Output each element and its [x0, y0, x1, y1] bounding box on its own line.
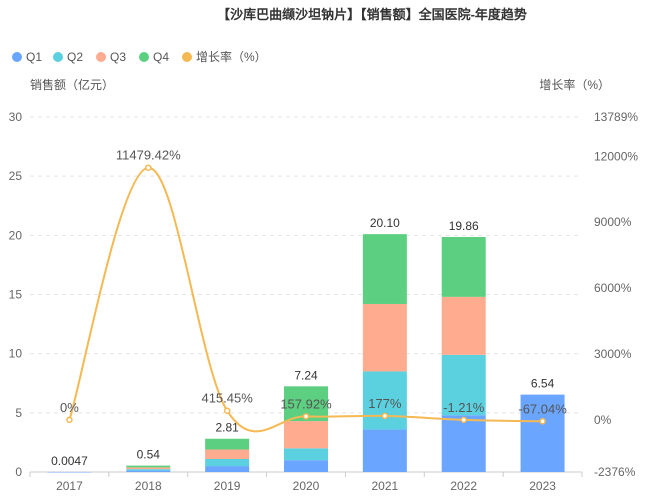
bar-Q3-2020 — [284, 421, 328, 449]
bar-Q1-2017 — [47, 471, 92, 473]
grid-lines — [30, 116, 582, 473]
left-tick-6: 30 — [9, 110, 23, 124]
right-tick-0: -2376% — [594, 465, 636, 479]
x-tick-6: 2023 — [529, 479, 556, 493]
bar-Q1-2018 — [126, 470, 171, 472]
growth-point-2020 — [302, 413, 310, 420]
legend-label-4: 增长率（%） — [196, 49, 267, 64]
bar-Q2-2021 — [362, 371, 407, 430]
left-tick-4: 20 — [9, 228, 23, 242]
growth-point-2017 — [66, 416, 73, 424]
bar-Q1-2023 — [520, 394, 565, 472]
x-tick-3: 2020 — [293, 479, 320, 493]
left-axis-name: 销售额（亿元） — [30, 77, 114, 92]
left-tick-5: 25 — [9, 169, 23, 183]
bar-Q4-2019 — [205, 438, 250, 450]
right-tick-2: 3000% — [594, 347, 632, 361]
growth-line-path — [68, 166, 543, 433]
right-tick-3: 6000% — [594, 281, 632, 295]
growth-label-2019: 415.45% — [201, 391, 253, 406]
bar-Q4-2018 — [126, 465, 171, 468]
x-tick-4: 2021 — [372, 479, 399, 493]
growth-label-2020: 157.92% — [280, 396, 332, 411]
left-tick-0: 0 — [15, 465, 22, 479]
bar-total-label-2021: 20.10 — [370, 216, 400, 230]
right-axis-name: 增长率（%） — [539, 77, 610, 92]
growth-label-2021: 177% — [368, 396, 402, 411]
left-tick-2: 10 — [9, 347, 23, 361]
bar-Q1-2019 — [205, 466, 250, 472]
legend-marker-3 — [139, 52, 149, 62]
legend-label-3: Q4 — [153, 50, 169, 64]
legend-marker-0 — [12, 52, 22, 62]
bar-Q3-2021 — [362, 303, 407, 372]
bar-Q2-2020 — [284, 448, 328, 461]
growth-point-2023 — [539, 418, 546, 425]
growth-label-2023: -67.04% — [518, 401, 567, 416]
bar-Q1-2020 — [284, 460, 328, 472]
bar-Q2-2018 — [126, 469, 171, 471]
legend: Q1 Q2 Q3 Q4 增长率（%） — [12, 49, 267, 64]
bar-Q2-2019 — [205, 458, 250, 467]
left-tick-3: 15 — [9, 288, 23, 302]
growth-label-2022: -1.21% — [443, 400, 485, 415]
x-tick-2: 2019 — [214, 479, 241, 493]
bar-total-label-2017: 0.0047 — [51, 454, 88, 468]
chart-title: 【沙库巴曲缬沙坦钠片】【销售额】全国医院-年度趋势 — [217, 7, 527, 22]
growth-point-2021 — [381, 412, 389, 420]
x-tick-1: 2018 — [135, 479, 162, 493]
right-tick-1: 0% — [594, 413, 612, 427]
growth-point-2022 — [460, 416, 467, 424]
bar-Q2-2022 — [441, 354, 486, 416]
bar-total-label-2022: 19.86 — [449, 219, 479, 233]
growth-label-2018: 11479.42% — [116, 148, 181, 163]
x-axis-ticks: 2017 2018 2019 2020 2021 2022 2023 — [29, 472, 583, 493]
left-tick-1: 5 — [15, 406, 22, 420]
right-tick-5: 12000% — [594, 149, 638, 163]
bar-Q1-2021 — [362, 429, 407, 472]
bar-total-label-2018: 0.54 — [137, 448, 161, 462]
legend-marker-2 — [96, 52, 106, 62]
growth-point-2018 — [145, 164, 152, 171]
x-tick-0: 2017 — [56, 479, 83, 493]
legend-marker-1 — [53, 52, 63, 62]
bar-Q3-2019 — [205, 449, 250, 459]
bar-total-label-2020: 7.24 — [294, 368, 318, 382]
x-tick-5: 2022 — [450, 479, 477, 493]
growth-label-2017: 0% — [60, 400, 79, 415]
bar-total-labels: 0.0047 0.54 2.81 7.24 20.10 19.86 6.54 — [51, 216, 554, 468]
legend-marker-4 — [182, 52, 192, 62]
bar-Q3-2018 — [126, 467, 171, 470]
growth-line — [66, 164, 546, 433]
bar-Q4-2021 — [362, 234, 407, 304]
bar-total-label-2019: 2.81 — [215, 421, 239, 435]
growth-labels: 0% 11479.42% 415.45% 157.92% 177% -1.21% -67.0… — [60, 148, 567, 417]
legend-label-0: Q1 — [26, 50, 42, 64]
right-tick-4: 9000% — [594, 215, 632, 229]
right-axis-ticks: -2376% 0% 3000% 6000% 9000% 12000% 13789% — [594, 110, 638, 479]
bar-Q1-2022 — [441, 415, 486, 472]
left-axis-ticks: 0 5 10 15 20 25 30 — [9, 110, 23, 479]
bars — [47, 234, 565, 473]
legend-label-2: Q3 — [110, 50, 126, 64]
bar-total-label-2023: 6.54 — [531, 377, 555, 391]
right-tick-6: 13789% — [594, 110, 638, 124]
legend-label-1: Q2 — [67, 50, 83, 64]
bar-Q3-2022 — [441, 296, 486, 355]
bar-Q4-2022 — [441, 236, 486, 297]
growth-point-2019 — [223, 407, 231, 414]
